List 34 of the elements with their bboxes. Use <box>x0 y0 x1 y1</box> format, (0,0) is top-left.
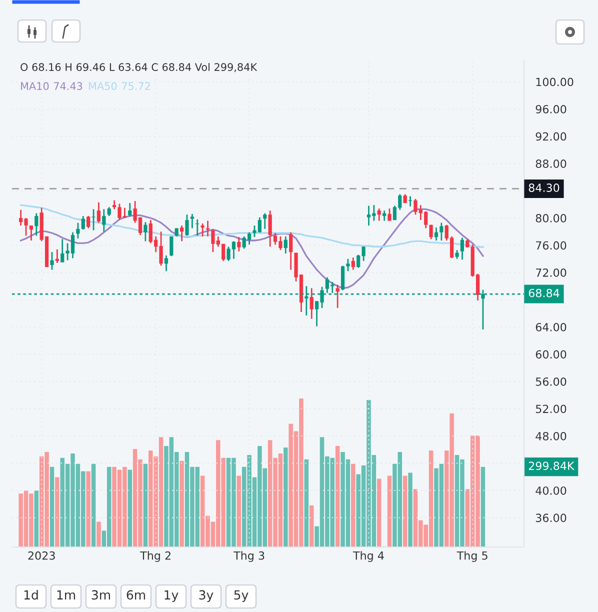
text: 299.84K <box>528 462 574 470</box>
text: 1y <box>164 590 178 602</box>
x-tick-label: 2023 <box>28 551 55 560</box>
y-tick-label: 48.00 <box>536 432 566 440</box>
y-tick-label: 96.00 <box>536 105 566 114</box>
annotation: 75.72 <box>122 82 150 90</box>
x-tick-label: Thg 2 <box>140 551 170 562</box>
x-tick-label: Thg 3 <box>234 551 264 562</box>
y-tick-label: 64.00 <box>536 322 566 332</box>
annotation: O 68.16 H 69.46 L 63.64 C 68.84 Vol 299,84K <box>20 62 258 72</box>
text: MA10 <box>21 82 49 90</box>
y-tick-label: 36.00 <box>536 514 566 522</box>
text: 1d <box>24 590 38 600</box>
ref-line-label: 68.84 <box>528 288 560 298</box>
annotation: 74.43 <box>54 82 82 90</box>
y-tick-label: 76.00 <box>536 241 566 250</box>
text: 1m <box>57 590 76 600</box>
y-tick-label: 92.00 <box>536 132 566 141</box>
text: 3y <box>199 590 214 602</box>
text: 3m <box>92 590 110 600</box>
x-tick-label: Thg 5 <box>456 551 488 562</box>
text: 5y <box>234 590 248 602</box>
x-tick-label: Thg 4 <box>352 551 384 562</box>
y-tick-label: 52.00 <box>536 404 566 414</box>
text: MA50 <box>89 82 117 90</box>
y-tick-label: 60.00 <box>536 350 566 359</box>
y-tick-label: 72.00 <box>536 268 566 277</box>
ref-line-label: 84.30 <box>528 184 560 192</box>
y-tick-label: 88.00 <box>536 160 566 168</box>
y-tick-label: 100.00 <box>536 78 574 86</box>
y-tick-label: 80.00 <box>536 214 566 222</box>
y-tick-label: 56.00 <box>536 377 566 386</box>
text: 6m <box>126 590 146 600</box>
y-tick-label: 40.00 <box>536 486 566 495</box>
